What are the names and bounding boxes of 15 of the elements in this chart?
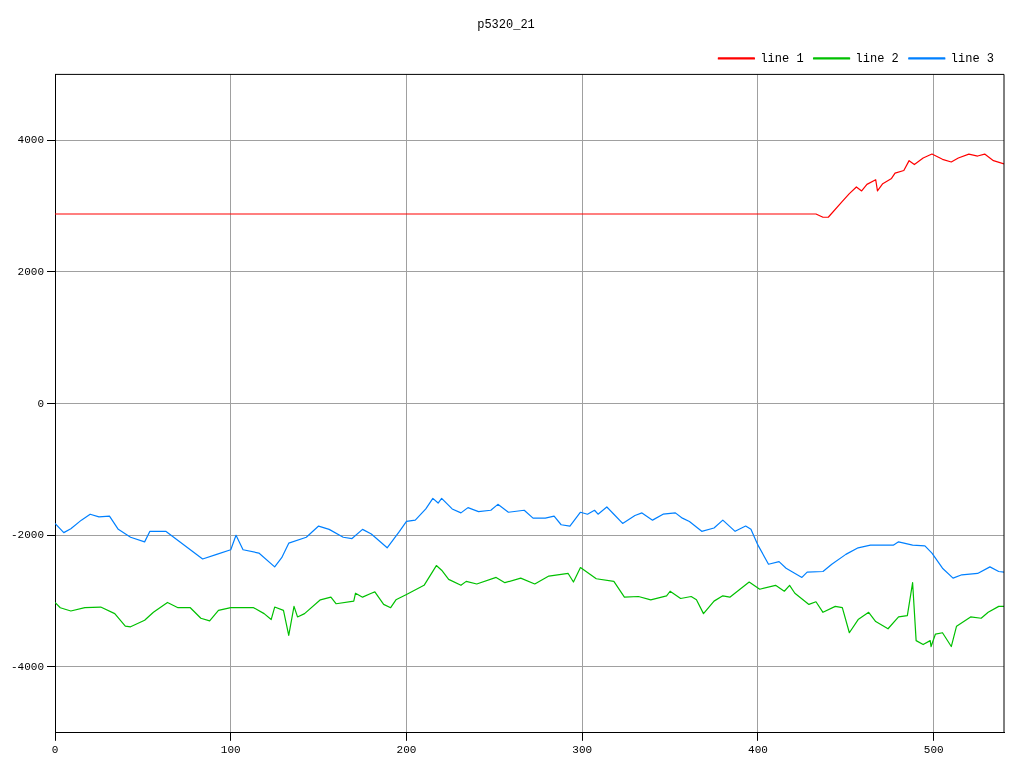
x-tick-label: 100 [220, 744, 241, 757]
legend-label: line 2 [855, 51, 899, 66]
x-tick-label: 400 [748, 744, 768, 757]
x-tick-label: 300 [572, 744, 593, 757]
y-tick-label: -4000 [10, 660, 45, 673]
y-tick-label: 2000 [17, 265, 45, 278]
x-tick-label: 500 [923, 744, 944, 757]
legend-label: line 3 [950, 51, 995, 66]
y-tick-label: -2000 [10, 529, 45, 542]
legend-label: line 1 [760, 51, 804, 66]
y-tick-label: 4000 [17, 134, 45, 147]
y-tick-label: 0 [37, 397, 45, 410]
chart-title: p5320_21 [477, 18, 535, 33]
x-tick-label: 0 [51, 744, 59, 757]
x-tick-label: 200 [396, 744, 417, 757]
